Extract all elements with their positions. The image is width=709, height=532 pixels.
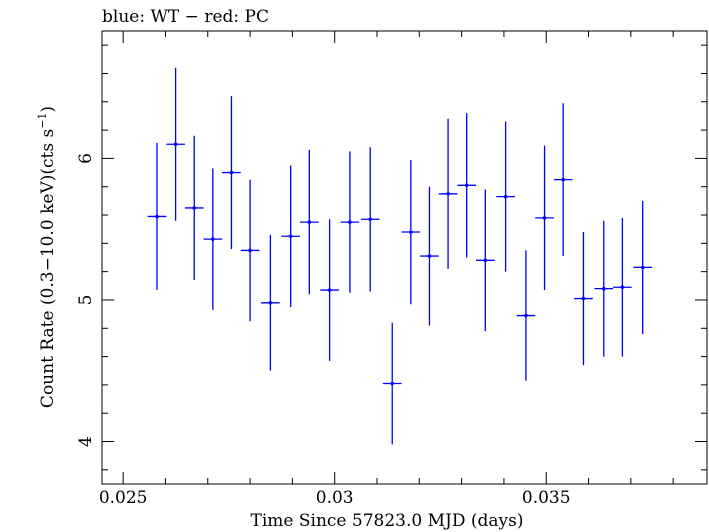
point-marker — [211, 237, 215, 241]
data-point — [574, 232, 593, 366]
point-marker — [288, 234, 293, 239]
data-point — [281, 165, 300, 308]
data-point — [340, 151, 360, 293]
point-marker — [368, 217, 373, 222]
y-tick-label: 5 — [76, 295, 96, 306]
data-point — [147, 142, 167, 291]
point-marker — [464, 183, 469, 188]
point-marker — [229, 170, 234, 175]
point-marker — [483, 258, 488, 263]
data-point — [438, 118, 458, 269]
data-point — [476, 189, 495, 332]
point-marker — [327, 288, 332, 292]
data-point — [496, 121, 515, 272]
x-axis-ticks: 0.025 0.03 0.035 — [99, 31, 674, 508]
data-points — [147, 67, 652, 445]
y-axis-label-end: ) — [38, 106, 58, 113]
point-marker — [248, 248, 252, 253]
x-tick-label: 0.025 — [99, 488, 148, 508]
x-axis-label: Time Since 57823.0 MJD (days) — [251, 511, 524, 531]
point-marker — [348, 220, 352, 224]
y-tick-label: 4 — [76, 436, 96, 447]
data-point — [184, 135, 204, 281]
data-point — [203, 168, 223, 310]
data-point — [401, 159, 421, 305]
data-point — [261, 234, 280, 371]
data-point — [382, 322, 402, 445]
y-axis-label-main: Count Rate (0.3−10.0 keV)(cts s — [38, 129, 58, 408]
point-marker — [620, 285, 625, 290]
data-point — [516, 250, 536, 381]
point-marker — [601, 286, 606, 291]
data-point — [360, 147, 380, 292]
point-marker — [503, 194, 508, 199]
point-marker — [581, 296, 586, 301]
point-marker — [524, 313, 528, 318]
point-marker — [192, 206, 197, 210]
point-marker — [409, 230, 413, 234]
data-point — [420, 186, 439, 326]
data-point — [222, 96, 241, 250]
x-tick-label: 0.03 — [316, 488, 354, 508]
point-marker — [268, 301, 273, 305]
point-marker — [155, 214, 159, 219]
y-tick-label: 6 — [76, 153, 96, 164]
point-marker — [390, 381, 395, 386]
plot-frame — [101, 30, 708, 485]
data-point — [166, 67, 185, 221]
data-point — [320, 219, 339, 361]
y-axis-label-sup: −1 — [36, 113, 49, 129]
data-point — [594, 220, 614, 357]
y-axis-label: Count Rate (0.3−10.0 keV)(cts s−1) — [36, 106, 58, 408]
point-marker — [427, 254, 432, 258]
point-marker — [446, 191, 450, 196]
point-marker — [542, 216, 547, 220]
point-marker — [173, 142, 178, 147]
data-point — [240, 179, 260, 322]
data-point — [613, 217, 632, 357]
chart-title: blue: WT − red: PC — [102, 7, 269, 27]
data-point — [457, 113, 476, 258]
point-marker — [640, 265, 645, 270]
y-axis-ticks: 4 5 6 — [76, 44, 707, 471]
data-point — [553, 103, 573, 257]
point-marker — [307, 220, 312, 224]
data-point — [633, 200, 652, 334]
data-point — [300, 149, 319, 295]
point-marker — [561, 177, 565, 182]
data-point — [535, 145, 554, 291]
x-tick-label: 0.035 — [522, 488, 571, 508]
